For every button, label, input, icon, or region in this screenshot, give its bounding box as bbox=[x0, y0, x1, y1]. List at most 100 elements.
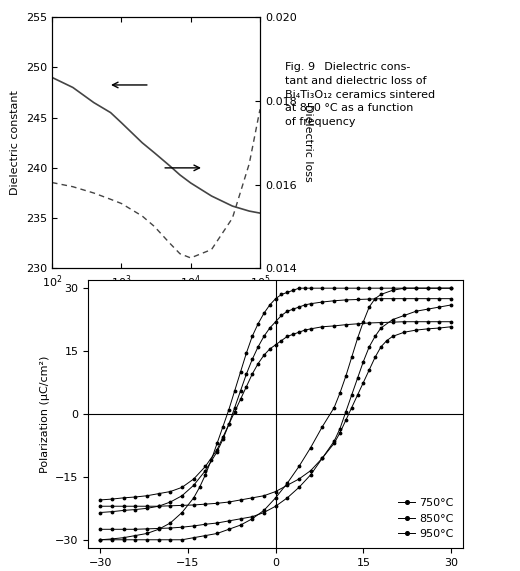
750°C bbox=[109, 496, 115, 502]
950°C bbox=[243, 350, 250, 357]
850°C bbox=[255, 343, 261, 350]
750°C bbox=[121, 494, 127, 501]
750°C bbox=[144, 492, 150, 499]
850°C bbox=[355, 296, 361, 303]
750°C bbox=[355, 320, 361, 327]
750°C bbox=[220, 433, 226, 440]
850°C bbox=[278, 312, 284, 319]
950°C bbox=[436, 285, 443, 292]
850°C bbox=[261, 333, 267, 340]
850°C bbox=[238, 388, 244, 395]
750°C bbox=[331, 323, 337, 329]
750°C bbox=[308, 325, 314, 332]
950°C bbox=[144, 530, 150, 537]
950°C bbox=[378, 285, 384, 292]
750°C bbox=[167, 488, 174, 495]
950°C bbox=[302, 285, 308, 292]
750°C bbox=[132, 493, 138, 500]
850°C bbox=[202, 467, 209, 474]
950°C bbox=[272, 295, 279, 302]
950°C bbox=[366, 285, 372, 292]
950°C bbox=[179, 509, 185, 516]
950°C bbox=[308, 285, 314, 292]
950°C bbox=[132, 532, 138, 539]
750°C bbox=[272, 341, 279, 348]
850°C bbox=[231, 404, 238, 411]
750°C bbox=[436, 318, 443, 325]
950°C bbox=[284, 289, 291, 296]
950°C bbox=[97, 536, 103, 543]
950°C bbox=[208, 457, 214, 464]
950°C bbox=[197, 484, 203, 491]
Line: 850°C: 850°C bbox=[98, 296, 453, 515]
950°C bbox=[290, 287, 296, 293]
950°C bbox=[249, 333, 255, 340]
850°C bbox=[220, 436, 226, 443]
750°C bbox=[202, 463, 209, 470]
850°C bbox=[249, 356, 255, 363]
750°C bbox=[296, 329, 302, 336]
Y-axis label: Polarization (μC/cm²): Polarization (μC/cm²) bbox=[40, 355, 50, 473]
850°C bbox=[132, 506, 138, 513]
850°C bbox=[389, 295, 396, 302]
850°C bbox=[378, 295, 384, 302]
950°C bbox=[121, 534, 127, 541]
750°C bbox=[425, 318, 431, 325]
950°C bbox=[255, 320, 261, 327]
750°C bbox=[243, 383, 250, 390]
750°C bbox=[267, 345, 273, 352]
750°C bbox=[378, 319, 384, 326]
950°C bbox=[425, 285, 431, 292]
850°C bbox=[267, 324, 273, 331]
750°C bbox=[413, 318, 419, 325]
Legend: 750°C, 850°C, 950°C: 750°C, 850°C, 950°C bbox=[395, 495, 457, 542]
750°C bbox=[214, 446, 220, 453]
950°C bbox=[319, 285, 326, 292]
750°C bbox=[238, 396, 244, 403]
750°C bbox=[366, 320, 372, 327]
750°C bbox=[97, 497, 103, 504]
850°C bbox=[97, 509, 103, 516]
Line: 750°C: 750°C bbox=[98, 319, 453, 502]
950°C bbox=[109, 536, 115, 542]
950°C bbox=[448, 285, 454, 292]
750°C bbox=[191, 476, 197, 482]
750°C bbox=[261, 352, 267, 359]
750°C bbox=[278, 337, 284, 344]
850°C bbox=[284, 308, 291, 315]
850°C bbox=[121, 507, 127, 514]
X-axis label: Frequency (Hz): Frequency (Hz) bbox=[102, 295, 210, 308]
850°C bbox=[290, 305, 296, 312]
850°C bbox=[214, 448, 220, 455]
750°C bbox=[401, 318, 408, 325]
850°C bbox=[436, 295, 443, 302]
950°C bbox=[343, 285, 349, 292]
750°C bbox=[290, 331, 296, 337]
Y-axis label: Dielectric loss: Dielectric loss bbox=[303, 104, 313, 182]
950°C bbox=[155, 526, 162, 533]
950°C bbox=[231, 388, 238, 395]
850°C bbox=[167, 498, 174, 505]
850°C bbox=[366, 296, 372, 303]
750°C bbox=[255, 360, 261, 367]
850°C bbox=[226, 421, 232, 428]
Line: 950°C: 950°C bbox=[98, 286, 453, 542]
950°C bbox=[355, 285, 361, 292]
850°C bbox=[319, 299, 326, 305]
850°C bbox=[179, 492, 185, 499]
950°C bbox=[167, 520, 174, 526]
850°C bbox=[155, 503, 162, 510]
850°C bbox=[401, 295, 408, 302]
750°C bbox=[179, 484, 185, 491]
750°C bbox=[155, 490, 162, 497]
750°C bbox=[319, 323, 326, 330]
950°C bbox=[202, 471, 209, 478]
750°C bbox=[448, 318, 454, 325]
950°C bbox=[220, 423, 226, 430]
850°C bbox=[191, 482, 197, 489]
950°C bbox=[296, 285, 302, 292]
950°C bbox=[191, 494, 197, 501]
950°C bbox=[214, 440, 220, 447]
750°C bbox=[302, 327, 308, 333]
950°C bbox=[226, 407, 232, 413]
